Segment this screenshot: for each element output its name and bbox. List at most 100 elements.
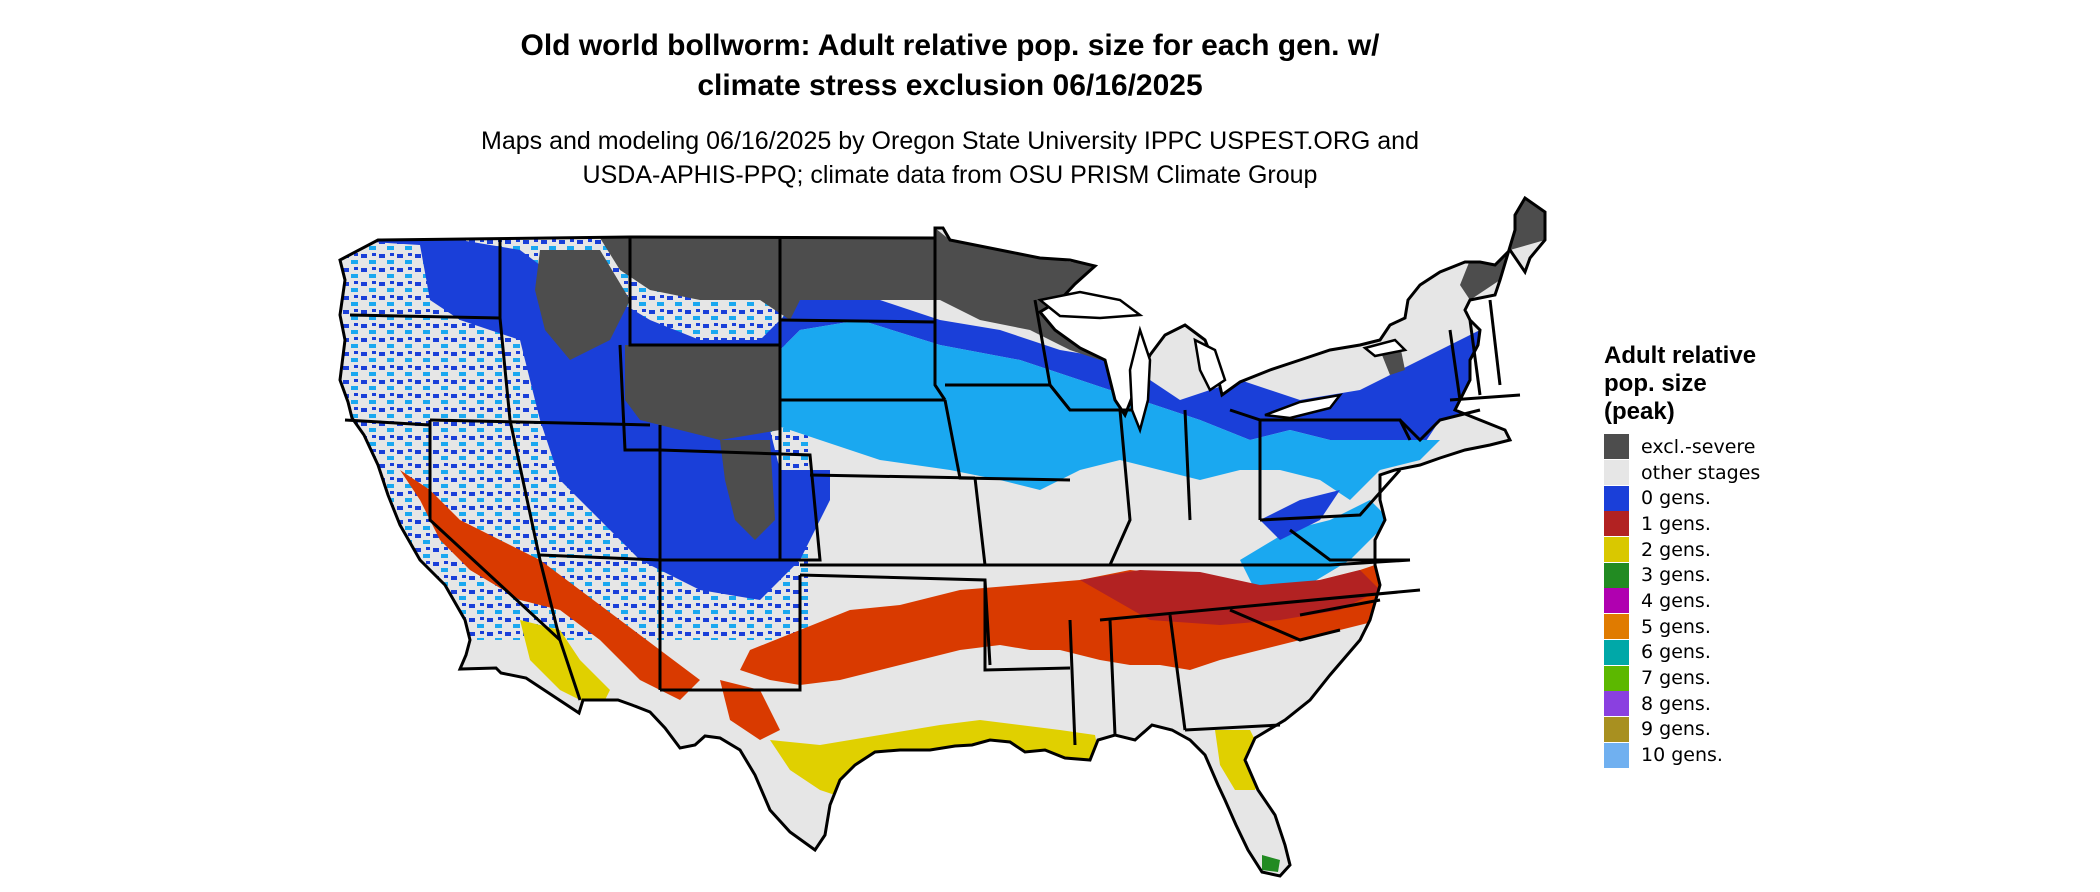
border-va-nc bbox=[1289, 528, 1410, 562]
legend-title-line-1: Adult relative bbox=[1604, 342, 1757, 369]
legend-swatch bbox=[1604, 614, 1629, 640]
legend-label: 6 gens. bbox=[1641, 641, 1711, 664]
border-ut-az bbox=[539, 553, 661, 562]
legend-item: excl.-severe bbox=[1604, 434, 1904, 460]
appalachian-dark-region bbox=[1260, 490, 1340, 540]
border-tn-south bbox=[1099, 588, 1421, 622]
border-nd-mn bbox=[933, 238, 947, 401]
legend-item: 7 gens. bbox=[1604, 665, 1904, 691]
border-mo-ar bbox=[973, 477, 1110, 567]
legend-item: 8 gens. bbox=[1604, 691, 1904, 717]
legend-item: 10 gens. bbox=[1604, 742, 1904, 768]
legend-item: 1 gens. bbox=[1604, 511, 1904, 537]
border-nv-az bbox=[508, 419, 562, 641]
idaho-montana-excluded bbox=[535, 250, 630, 360]
border-ne-ks bbox=[809, 473, 976, 480]
border-wa-or bbox=[349, 313, 501, 320]
south-florida-three-gen-spot bbox=[1262, 855, 1280, 872]
legend-item: 3 gens. bbox=[1604, 562, 1904, 588]
lake-superior bbox=[1037, 290, 1144, 320]
legend: Adult relative pop. size (peak) excl.-se… bbox=[1604, 342, 1904, 768]
border-ny-ct bbox=[1398, 408, 1481, 443]
border-ar-la bbox=[983, 580, 1071, 672]
legend-label: 3 gens. bbox=[1641, 564, 1711, 587]
legend-swatch bbox=[1604, 691, 1629, 717]
legend-item: 0 gens. bbox=[1604, 485, 1904, 511]
border-wi bbox=[1033, 299, 1135, 412]
border-ia-mo bbox=[943, 399, 1071, 482]
legend-label: 0 gens. bbox=[1641, 487, 1711, 510]
legend-item: 4 gens. bbox=[1604, 588, 1904, 614]
lake-erie bbox=[1264, 393, 1343, 420]
border-in-oh bbox=[1183, 409, 1192, 521]
border-co bbox=[659, 448, 822, 562]
legend-item: 2 gens. bbox=[1604, 537, 1904, 563]
border-ms-la bbox=[1068, 619, 1077, 746]
border-az-south bbox=[558, 639, 582, 701]
border-ms-al bbox=[1108, 619, 1117, 736]
legend-swatch bbox=[1604, 639, 1629, 665]
legend-label: 7 gens. bbox=[1641, 667, 1711, 690]
border-nc-sc bbox=[1299, 598, 1381, 617]
border-ny-vt bbox=[1448, 329, 1462, 401]
southern-one-gen-dark-band bbox=[1080, 570, 1380, 625]
legend-label: other stages bbox=[1641, 461, 1761, 484]
map-title-line-1: Old world bollworm: Adult relative pop. … bbox=[520, 29, 1380, 62]
legend-items: excl.-severe other stages 0 gens. 1 gens. 2 … bbox=[1604, 434, 1904, 768]
legend-title: Adult relative pop. size (peak) bbox=[1604, 342, 1804, 426]
border-nh-me bbox=[1488, 299, 1502, 386]
border-ma bbox=[1449, 393, 1521, 402]
northern-plains-excluded bbox=[600, 228, 1095, 350]
border-wv-va bbox=[1259, 469, 1402, 522]
map-subtitle-line-1: Maps and modeling 06/16/2025 by Oregon S… bbox=[481, 127, 1419, 155]
border-nm-tx bbox=[660, 575, 802, 692]
legend-item: 5 gens. bbox=[1604, 614, 1904, 640]
border-vt-nh bbox=[1468, 319, 1482, 396]
legend-label: 2 gens. bbox=[1641, 538, 1711, 561]
legend-label: 5 gens. bbox=[1641, 615, 1711, 638]
legend-swatch bbox=[1604, 460, 1629, 486]
legend-swatch bbox=[1604, 434, 1629, 460]
legend-swatch bbox=[1604, 511, 1629, 537]
map-subtitle-line-2: USDA-APHIS-PPQ; climate data from OSU PR… bbox=[582, 161, 1318, 189]
lake-michigan bbox=[1128, 325, 1152, 434]
legend-swatch bbox=[1604, 665, 1629, 691]
border-al-ga bbox=[1168, 614, 1187, 731]
new-england-excluded bbox=[1460, 198, 1545, 300]
border-il-in bbox=[1108, 409, 1132, 566]
border-ca-nv bbox=[428, 420, 562, 642]
legend-label: 1 gens. bbox=[1641, 512, 1711, 535]
legend-title-line-2: pop. size bbox=[1604, 370, 1707, 397]
zero-gens-dark-band bbox=[340, 240, 1520, 600]
legend-item: 6 gens. bbox=[1604, 639, 1904, 666]
border-id-ut bbox=[618, 344, 660, 452]
legend-item: other stages bbox=[1604, 460, 1904, 486]
legend-swatch bbox=[1604, 588, 1629, 614]
map-fill-layer bbox=[340, 198, 1545, 876]
west-texas-one-gen-region bbox=[720, 680, 780, 740]
southwest-one-gen-region bbox=[400, 470, 700, 700]
map-title: Old world bollworm: Adult relative pop. … bbox=[400, 26, 1500, 106]
legend-label: 8 gens. bbox=[1641, 692, 1711, 715]
legend-label: 4 gens. bbox=[1641, 589, 1711, 612]
south-texas-three-gen-spot bbox=[875, 820, 895, 845]
border-wa-id bbox=[498, 240, 512, 421]
map-subtitle: Maps and modeling 06/16/2025 by Oregon S… bbox=[400, 124, 1500, 192]
state-borders bbox=[338, 196, 1547, 878]
legend-swatch bbox=[1604, 562, 1629, 588]
arizona-two-gen-region bbox=[520, 620, 610, 710]
border-mt-wy bbox=[628, 238, 780, 347]
legend-item: 9 gens. bbox=[1604, 716, 1904, 743]
legend-label: 10 gens. bbox=[1641, 744, 1723, 767]
great-lakes bbox=[1037, 290, 1408, 434]
legend-swatch bbox=[1604, 742, 1629, 768]
lake-ontario bbox=[1362, 338, 1408, 358]
legend-label: excl.-severe bbox=[1641, 435, 1756, 458]
legend-swatch bbox=[1604, 716, 1629, 742]
legend-label: 9 gens. bbox=[1641, 718, 1711, 741]
legend-swatch bbox=[1604, 485, 1629, 511]
legend-title-line-3: (peak) bbox=[1604, 398, 1675, 425]
border-nv-ut-north bbox=[429, 418, 651, 427]
border-ky-tn bbox=[1110, 558, 1411, 567]
